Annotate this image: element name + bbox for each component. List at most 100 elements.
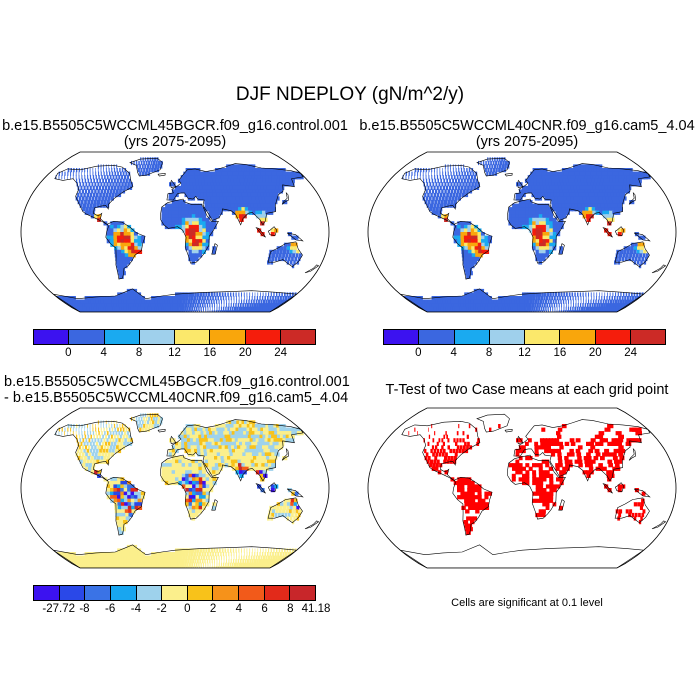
colorbar-swatch [595,330,631,344]
colorbar-tick-label: 0 [415,347,422,359]
colorbar-swatch [525,330,561,344]
coastline [476,413,510,433]
coastline [160,454,219,520]
coastline [286,232,304,242]
map-outline [20,407,330,569]
coastline [400,288,645,312]
colorbar-swatch [139,330,175,344]
colorbar-swatch [34,330,70,344]
colorbar-swatch [59,586,86,600]
panel4-title: T-Test of two Case means at each grid po… [354,382,700,398]
colorbar-swatch [290,586,316,600]
coastline [166,419,304,482]
coastline [211,243,218,255]
panel1-title-line2: (yrs 2075-2095) [123,134,227,150]
coastline [614,482,625,492]
colorbar-tick-label: 4 [100,347,107,359]
panel1-title: b.e15.B5505C5WCCML45BGCR.f09_g16.control… [0,118,350,150]
coastline [558,499,565,511]
coastline [54,420,134,482]
coastline [54,164,134,226]
coastline [281,191,290,205]
colorbar-swatch [419,330,455,344]
coastline [400,544,645,568]
coastline [105,220,146,280]
colorbar-swatch [175,330,211,344]
map-panel-difference [20,407,330,569]
coastline [157,428,166,433]
coastline [211,499,218,511]
coastline [105,476,146,536]
coastline [267,241,303,268]
colorbar-tick-label: 20 [238,347,252,359]
coastline [558,243,565,255]
panel2-title-line1: b.e15.B5505C5WCCML40CNR.f09_g16.cam5_4.0… [359,118,695,134]
coastline [614,241,650,268]
colorbar-tick-label: 4 [450,347,457,359]
figure-title: DJF NDEPLOY (gN/m^2/y) [235,84,465,105]
colorbar-tick-label: 24 [624,347,638,359]
map-field [53,157,320,312]
colorbar-swatch [162,586,188,600]
colorbar-swatch [239,586,265,600]
coastline [267,497,303,524]
coastline [401,164,481,226]
coastline [476,157,510,177]
colorbar-tick-label: 4 [235,603,243,615]
panel2-title-line2: (yrs 2075-2095) [475,134,579,150]
map-outline [20,151,330,313]
colorbar-cam5: 0 4 8 12 16 20 24 [383,329,666,361]
coastline [129,413,163,433]
coastline [286,488,304,498]
colorbar-swatch [560,330,596,344]
colorbar-swatch [245,330,281,344]
colorbar-swatch [454,330,490,344]
coastline [170,179,177,188]
colorbar-swatch [489,330,525,344]
panel3-title-line1: b.e15.B5505C5WCCML45BGCR.f09_g16.control… [4,374,350,390]
significance-note: Cells are significant at 0.1 level [451,597,603,609]
colorbar-swatch [384,330,420,344]
colorbar-tick-label: 8 [485,347,493,359]
coastline [633,232,651,242]
map-outline [367,151,677,313]
colorbar-tick-label: 12 [168,347,181,359]
coastline [602,483,613,494]
coastline [166,163,304,226]
colorbar-tick-label: 16 [203,347,217,359]
map-field [53,413,320,568]
panel1-title-line1: b.e15.B5505C5WCCML45BGCR.f09_g16.control… [2,118,348,134]
coastline [53,288,298,312]
panel3-title: b.e15.B5505C5WCCML45BGCR.f09_g16.control… [4,374,350,406]
coastline [614,226,625,236]
colorbar-tick-label: 8 [135,347,143,359]
coastline [401,420,481,482]
coastline [304,264,320,274]
coastline [628,191,637,205]
panel2-title: b.e15.B5505C5WCCML40CNR.f09_g16.cam5_4.0… [354,118,700,150]
colorbar-swatch [630,330,665,344]
map-panel-ttest [367,407,677,569]
colorbar-swatch [210,330,246,344]
coastline [267,226,278,236]
coastline [628,447,637,461]
colorbar-swatch [136,586,163,600]
map-outline [367,407,677,569]
colorbar-tick-label: 16 [553,347,567,359]
coastline [129,157,163,177]
panel3-title-line2: - b.e15.B5505C5WCCML40CNR.f09_g16.cam5_4… [4,390,349,406]
coastline [507,454,566,520]
colorbar-tick-label: 24 [274,347,288,359]
coastline [507,198,566,264]
coastline [304,520,320,530]
coastline [452,476,493,536]
coastline [255,227,266,238]
coastline [651,264,667,274]
coastline [513,163,651,226]
coastline [504,172,513,177]
colorbar-swatch [187,586,214,600]
colorbar-swatch [34,586,60,600]
colorbar-tick-label: 0 [184,603,191,615]
colorbar-control: 0 4 8 12 16 20 24 [33,329,316,361]
colorbar-difference: -27.72 -8 -6 -4 -2 0 2 4 6 8 41.18 [33,585,330,617]
